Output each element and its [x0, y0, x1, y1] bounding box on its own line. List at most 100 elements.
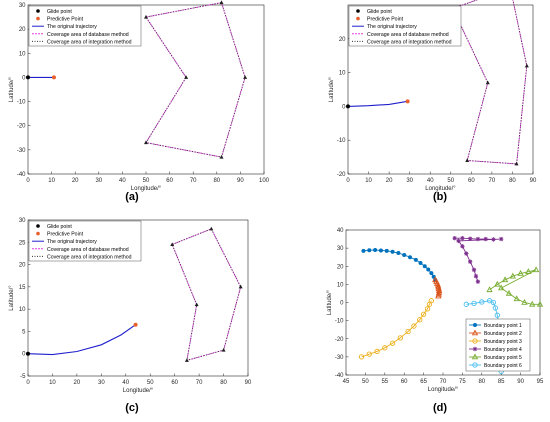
y-tick-label: 5 [22, 329, 26, 335]
legend-box [28, 5, 142, 47]
data-point [367, 248, 372, 253]
data-point [529, 300, 536, 307]
x-tick-label: 60 [468, 178, 475, 184]
x-tick-label: 20 [74, 380, 81, 386]
y-tick-label: -40 [17, 172, 26, 178]
legend-box [348, 5, 462, 47]
data-point [483, 236, 488, 242]
x-tick-label: 90 [245, 380, 252, 386]
coverage-vertex [219, 0, 224, 5]
data-point [509, 272, 516, 279]
coverage-vertex [184, 358, 189, 362]
y-tick-label: 0 [22, 75, 26, 81]
glide-point [26, 351, 30, 356]
data-point [384, 248, 389, 253]
legend-marker [471, 329, 479, 336]
data-point [402, 253, 407, 258]
data-point [491, 237, 496, 242]
legend-label: Boundary point 2 [484, 331, 522, 337]
data-point [382, 345, 388, 351]
x-tick-label: 55 [381, 379, 388, 385]
data-point [418, 260, 423, 265]
y-axis-label: Latitude/° [9, 285, 15, 311]
coverage-vertex [524, 63, 529, 68]
x-tick-label: 60 [401, 379, 408, 385]
legend-marker [471, 353, 479, 360]
data-point [479, 299, 485, 305]
y-axis-label: Latitude/° [329, 76, 335, 102]
coverage-vertex [465, 158, 470, 162]
y-tick-label: 30 [19, 3, 26, 9]
x-tick-label: 50 [447, 178, 454, 184]
panel-4: 45 50 55 60 65 70 75 80 85 90 95 -40 -30 -20 -10 0 10 20 3… [327, 228, 544, 414]
x-tick-label: 60 [166, 178, 173, 184]
panel-1: 0 10 20 30 40 50 60 70 80 90 100 -40 -30 -20 -10 0 10 20 3… [9, 0, 270, 203]
legend-label: The original trajectory [367, 24, 417, 30]
legend-label: Predictive Point [47, 17, 84, 23]
y-tick-label: -20 [335, 337, 344, 343]
data-point [426, 267, 431, 272]
coverage-vertex [194, 302, 199, 307]
coverage-vertex [219, 154, 224, 159]
predictive-point [133, 322, 138, 327]
panel-label: (b) [433, 191, 447, 203]
legend-label: Predictive Point [367, 17, 404, 23]
data-point [499, 236, 504, 242]
data-point [413, 257, 418, 262]
data-point [467, 236, 473, 241]
x-tick-label: 70 [190, 178, 197, 184]
data-point [429, 271, 434, 276]
data-point [361, 248, 366, 253]
legend-label: Coverage area of integration method [367, 39, 452, 45]
data-point [460, 244, 465, 249]
data-point [490, 299, 497, 306]
data-point [366, 351, 372, 357]
coverage-vertex [485, 80, 490, 85]
series-line [361, 300, 432, 358]
coverage-vertex [144, 140, 148, 145]
x-tick-label: 90 [517, 379, 524, 385]
legend-marker [473, 323, 477, 327]
y-tick-label: 30 [337, 246, 344, 252]
y-tick-label: 10 [19, 307, 26, 313]
data-point [505, 289, 513, 296]
x-tick-label: 85 [498, 379, 505, 385]
predictive-point [51, 75, 56, 80]
data-point [428, 298, 435, 304]
panel-label: (a) [125, 191, 139, 203]
x-tick-label: 80 [213, 178, 220, 184]
y-tick-label: 10 [19, 51, 26, 57]
data-point [358, 354, 365, 360]
data-point [517, 269, 524, 276]
panel-3: 0 10 20 30 40 50 60 70 80 90-5051015202530Longitu… [9, 218, 252, 414]
y-tick-label: 10 [339, 71, 346, 77]
x-tick-label: 70 [196, 380, 203, 386]
data-point [417, 317, 423, 323]
x-axis-label: Longitude/° [425, 186, 456, 192]
x-tick-label: 80 [220, 380, 227, 386]
data-point [396, 251, 401, 256]
data-point [378, 248, 383, 253]
coverage-vertex [170, 242, 175, 247]
glide-point [346, 104, 350, 109]
data-point [397, 335, 403, 341]
data-point [435, 292, 442, 299]
y-tick-label: 0 [22, 352, 26, 358]
x-tick-label: 50 [147, 380, 154, 386]
trajectory-line [27, 324, 136, 356]
data-point [498, 284, 505, 291]
y-tick-label: -30 [335, 355, 344, 361]
legend-label: Coverage area of database method [367, 32, 449, 38]
legend-marker [472, 346, 478, 352]
data-point [475, 236, 481, 242]
data-point [513, 295, 520, 302]
x-tick-label: 30 [95, 178, 102, 184]
legend-marker [472, 362, 478, 368]
y-tick-label: 0 [342, 104, 346, 110]
x-tick-label: 50 [143, 178, 150, 184]
data-point [389, 340, 396, 346]
series-line [434, 279, 440, 297]
x-tick-label: 0 [26, 380, 30, 386]
y-tick-label: 20 [339, 37, 346, 43]
